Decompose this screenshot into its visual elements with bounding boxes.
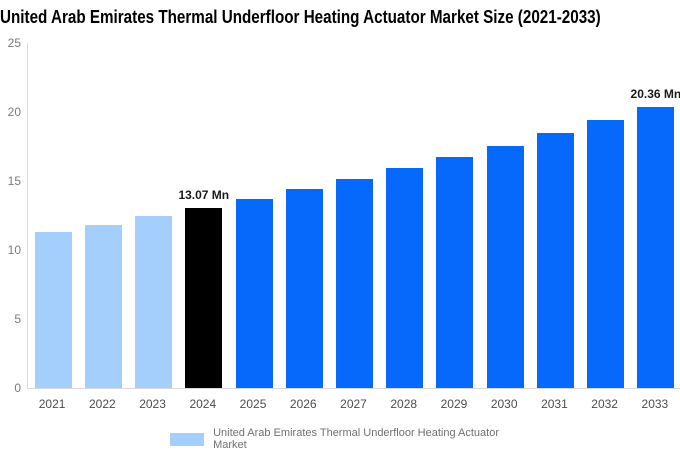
x-tick-label-2032: 2032 [591,397,618,411]
value-label-2024: 13.07 Mn [178,187,230,202]
x-tick-label-2029: 2029 [440,397,468,411]
x-axis: 2021 2022 2023 2024 2025 2026 2027 2028 2029 2030… [27,397,680,413]
bar-2030[interactable] [486,145,524,388]
x-tick-label-2026: 2026 [289,397,317,411]
x-tick-label-2022: 2022 [88,397,116,411]
x-tick-label-2030: 2030 [490,397,518,411]
x-tick-label-2021: 2021 [38,397,66,411]
x-tick-label-2024: 2024 [189,397,217,411]
y-axis: 0 5 10 15 20 25 [0,36,21,395]
bar-2032[interactable] [587,120,625,388]
y-tick-label-20: 20 [7,105,21,119]
y-tick-label-10: 10 [7,243,21,257]
x-tick-label-2027: 2027 [340,397,367,411]
bar-2033[interactable] [637,107,675,388]
chart-title: United Arab Emirates Thermal Underfloor … [0,7,601,27]
plot-area: 13.07 Mn 20.36 Mn [27,43,680,389]
x-tick-label-2023: 2023 [139,397,166,411]
bar-2028[interactable] [386,168,424,388]
y-tick-label-0: 0 [14,381,21,395]
y-tick-label-25: 25 [7,36,21,50]
bar-2026[interactable] [285,189,323,388]
legend-swatch [170,432,205,446]
legend-item[interactable]: United Arab Emirates Thermal Underfloor … [170,427,510,450]
x-tick-label-2033: 2033 [641,397,669,411]
bar-2022[interactable] [84,224,122,388]
bar-2023[interactable] [135,216,173,388]
value-label-2033: 20.36 Mn [630,87,680,102]
bar-2027[interactable] [336,178,373,388]
x-tick-label-2031: 2031 [541,397,568,411]
bar-2029[interactable] [436,157,474,388]
y-tick-label-15: 15 [7,174,21,188]
bar-2031[interactable] [536,133,574,388]
bar-2025[interactable] [235,198,273,388]
x-tick-label-2028: 2028 [390,397,418,411]
x-tick-label-2025: 2025 [239,397,267,411]
legend-label: United Arab Emirates Thermal Underfloor … [213,427,499,450]
bar-2021[interactable] [34,232,72,388]
bar-2024[interactable] [185,207,223,388]
y-tick-label-5: 5 [14,312,21,326]
